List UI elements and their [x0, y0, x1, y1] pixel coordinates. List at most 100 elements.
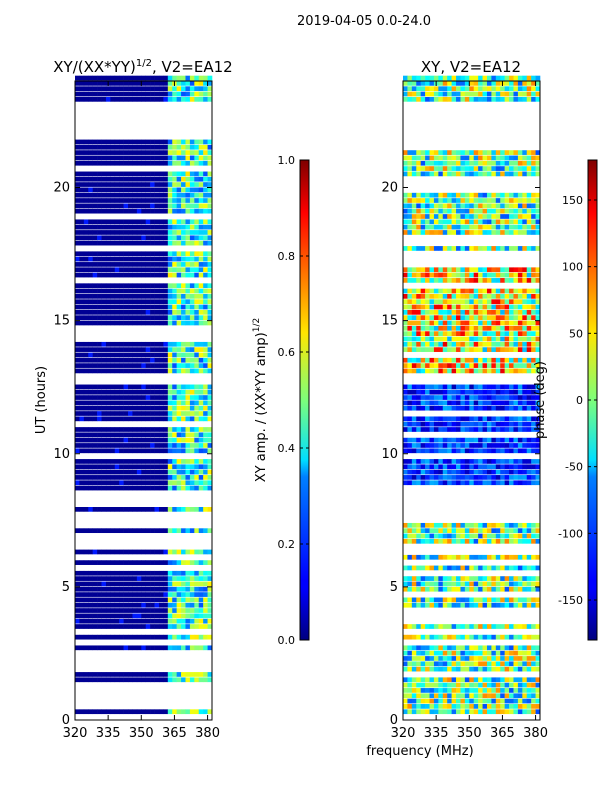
- heatmap-cell: [97, 443, 102, 448]
- heatmap-cell: [123, 86, 129, 92]
- heatmap-cell: [429, 576, 435, 581]
- heatmap-cell: [531, 400, 536, 406]
- heatmap-cell: [403, 522, 408, 528]
- heatmap-cell: [158, 86, 164, 92]
- heatmap-cell: [75, 507, 80, 512]
- heatmap-cell: [181, 613, 186, 619]
- heatmap-cell: [526, 389, 532, 395]
- heatmap-cell: [464, 208, 470, 214]
- heatmap-cell: [207, 581, 213, 587]
- heatmap-cell: [189, 570, 195, 576]
- heatmap-cell: [128, 357, 133, 363]
- heatmap-cell: [88, 416, 93, 422]
- heatmap-cell: [83, 389, 89, 395]
- heatmap-cell: [522, 171, 528, 177]
- heatmap-cell: [531, 320, 536, 326]
- heatmap-cell: [517, 538, 523, 544]
- heatmap-cell: [176, 75, 182, 81]
- heatmap-cell: [185, 400, 191, 406]
- heatmap-cell: [172, 208, 177, 214]
- heatmap-cell: [189, 192, 195, 198]
- heatmap-cell: [119, 203, 124, 209]
- heatmap-cell: [167, 182, 173, 187]
- heatmap-cell: [136, 480, 142, 486]
- heatmap-cell: [114, 357, 120, 363]
- heatmap-cell: [482, 331, 488, 336]
- heatmap-cell: [141, 235, 147, 241]
- heatmap-cell: [456, 437, 461, 443]
- heatmap-cell: [486, 661, 492, 667]
- heatmap-cell: [105, 203, 111, 209]
- heatmap-cell: [482, 554, 488, 560]
- heatmap-cell: [198, 235, 204, 241]
- heatmap-cell: [456, 214, 461, 219]
- heatmap-cell: [433, 421, 439, 427]
- heatmap-cell: [526, 86, 532, 92]
- heatmap-cell: [442, 448, 448, 454]
- heatmap-cell: [513, 267, 519, 273]
- heatmap-cell: [478, 576, 483, 581]
- heatmap-cell: [167, 283, 173, 289]
- heatmap-cell: [442, 427, 448, 432]
- heatmap-cell: [425, 538, 430, 544]
- heatmap-cell: [531, 437, 536, 443]
- heatmap-cell: [433, 203, 439, 209]
- heatmap-cell: [110, 405, 116, 411]
- heatmap-cell: [420, 538, 426, 544]
- heatmap-cell: [128, 230, 133, 235]
- heatmap-cell: [101, 709, 107, 715]
- heatmap-cell: [491, 315, 497, 321]
- heatmap-cell: [203, 91, 208, 97]
- heatmap-cell: [128, 469, 133, 475]
- heatmap-cell: [460, 602, 466, 608]
- heatmap-cell: [456, 576, 461, 581]
- heatmap-cell: [456, 246, 461, 251]
- heatmap-cell: [456, 299, 461, 305]
- heatmap-cell: [132, 405, 138, 411]
- heatmap-cell: [403, 203, 408, 209]
- heatmap-cell: [189, 613, 195, 619]
- heatmap-cell: [460, 155, 466, 161]
- heatmap-cell: [403, 666, 408, 672]
- heatmap-cell: [119, 581, 124, 587]
- heatmap-cell: [447, 315, 452, 321]
- heatmap-cell: [451, 395, 457, 400]
- heatmap-cell: [203, 507, 208, 512]
- heatmap-cell: [145, 160, 151, 166]
- heatmap-cell: [203, 192, 208, 198]
- heatmap-cell: [158, 624, 164, 629]
- heatmap-cell: [526, 219, 532, 225]
- heatmap-cell: [403, 421, 408, 427]
- heatmap-cell: [97, 198, 102, 203]
- heatmap-cell: [154, 187, 160, 193]
- heatmap-cell: [105, 507, 111, 512]
- heatmap-cell: [163, 709, 169, 715]
- heatmap-cell: [141, 208, 147, 214]
- heatmap-cell: [531, 602, 536, 608]
- heatmap-cell: [114, 75, 120, 81]
- heatmap-cell: [97, 485, 102, 491]
- heatmap-cell: [75, 96, 80, 102]
- heatmap-cell: [128, 288, 133, 294]
- heatmap-cell: [438, 709, 444, 715]
- heatmap-cell: [535, 682, 541, 688]
- heatmap-cell: [136, 586, 142, 592]
- heatmap-cell: [513, 395, 519, 400]
- heatmap-cell: [79, 597, 85, 603]
- heatmap-cell: [495, 309, 501, 315]
- heatmap-cell: [403, 81, 408, 86]
- heatmap-cell: [535, 443, 541, 448]
- heatmap-cell: [456, 395, 461, 400]
- heatmap-cell: [442, 230, 448, 235]
- heatmap-cell: [132, 570, 138, 576]
- heatmap-cell: [526, 624, 532, 629]
- heatmap-cell: [425, 294, 430, 299]
- heatmap-cell: [154, 160, 160, 166]
- heatmap-cell: [469, 75, 475, 81]
- heatmap-cell: [522, 400, 528, 406]
- heatmap-cell: [97, 283, 102, 289]
- heatmap-cell: [75, 192, 80, 198]
- heatmap-cell: [469, 288, 475, 294]
- heatmap-cell: [163, 288, 169, 294]
- heatmap-cell: [429, 320, 435, 326]
